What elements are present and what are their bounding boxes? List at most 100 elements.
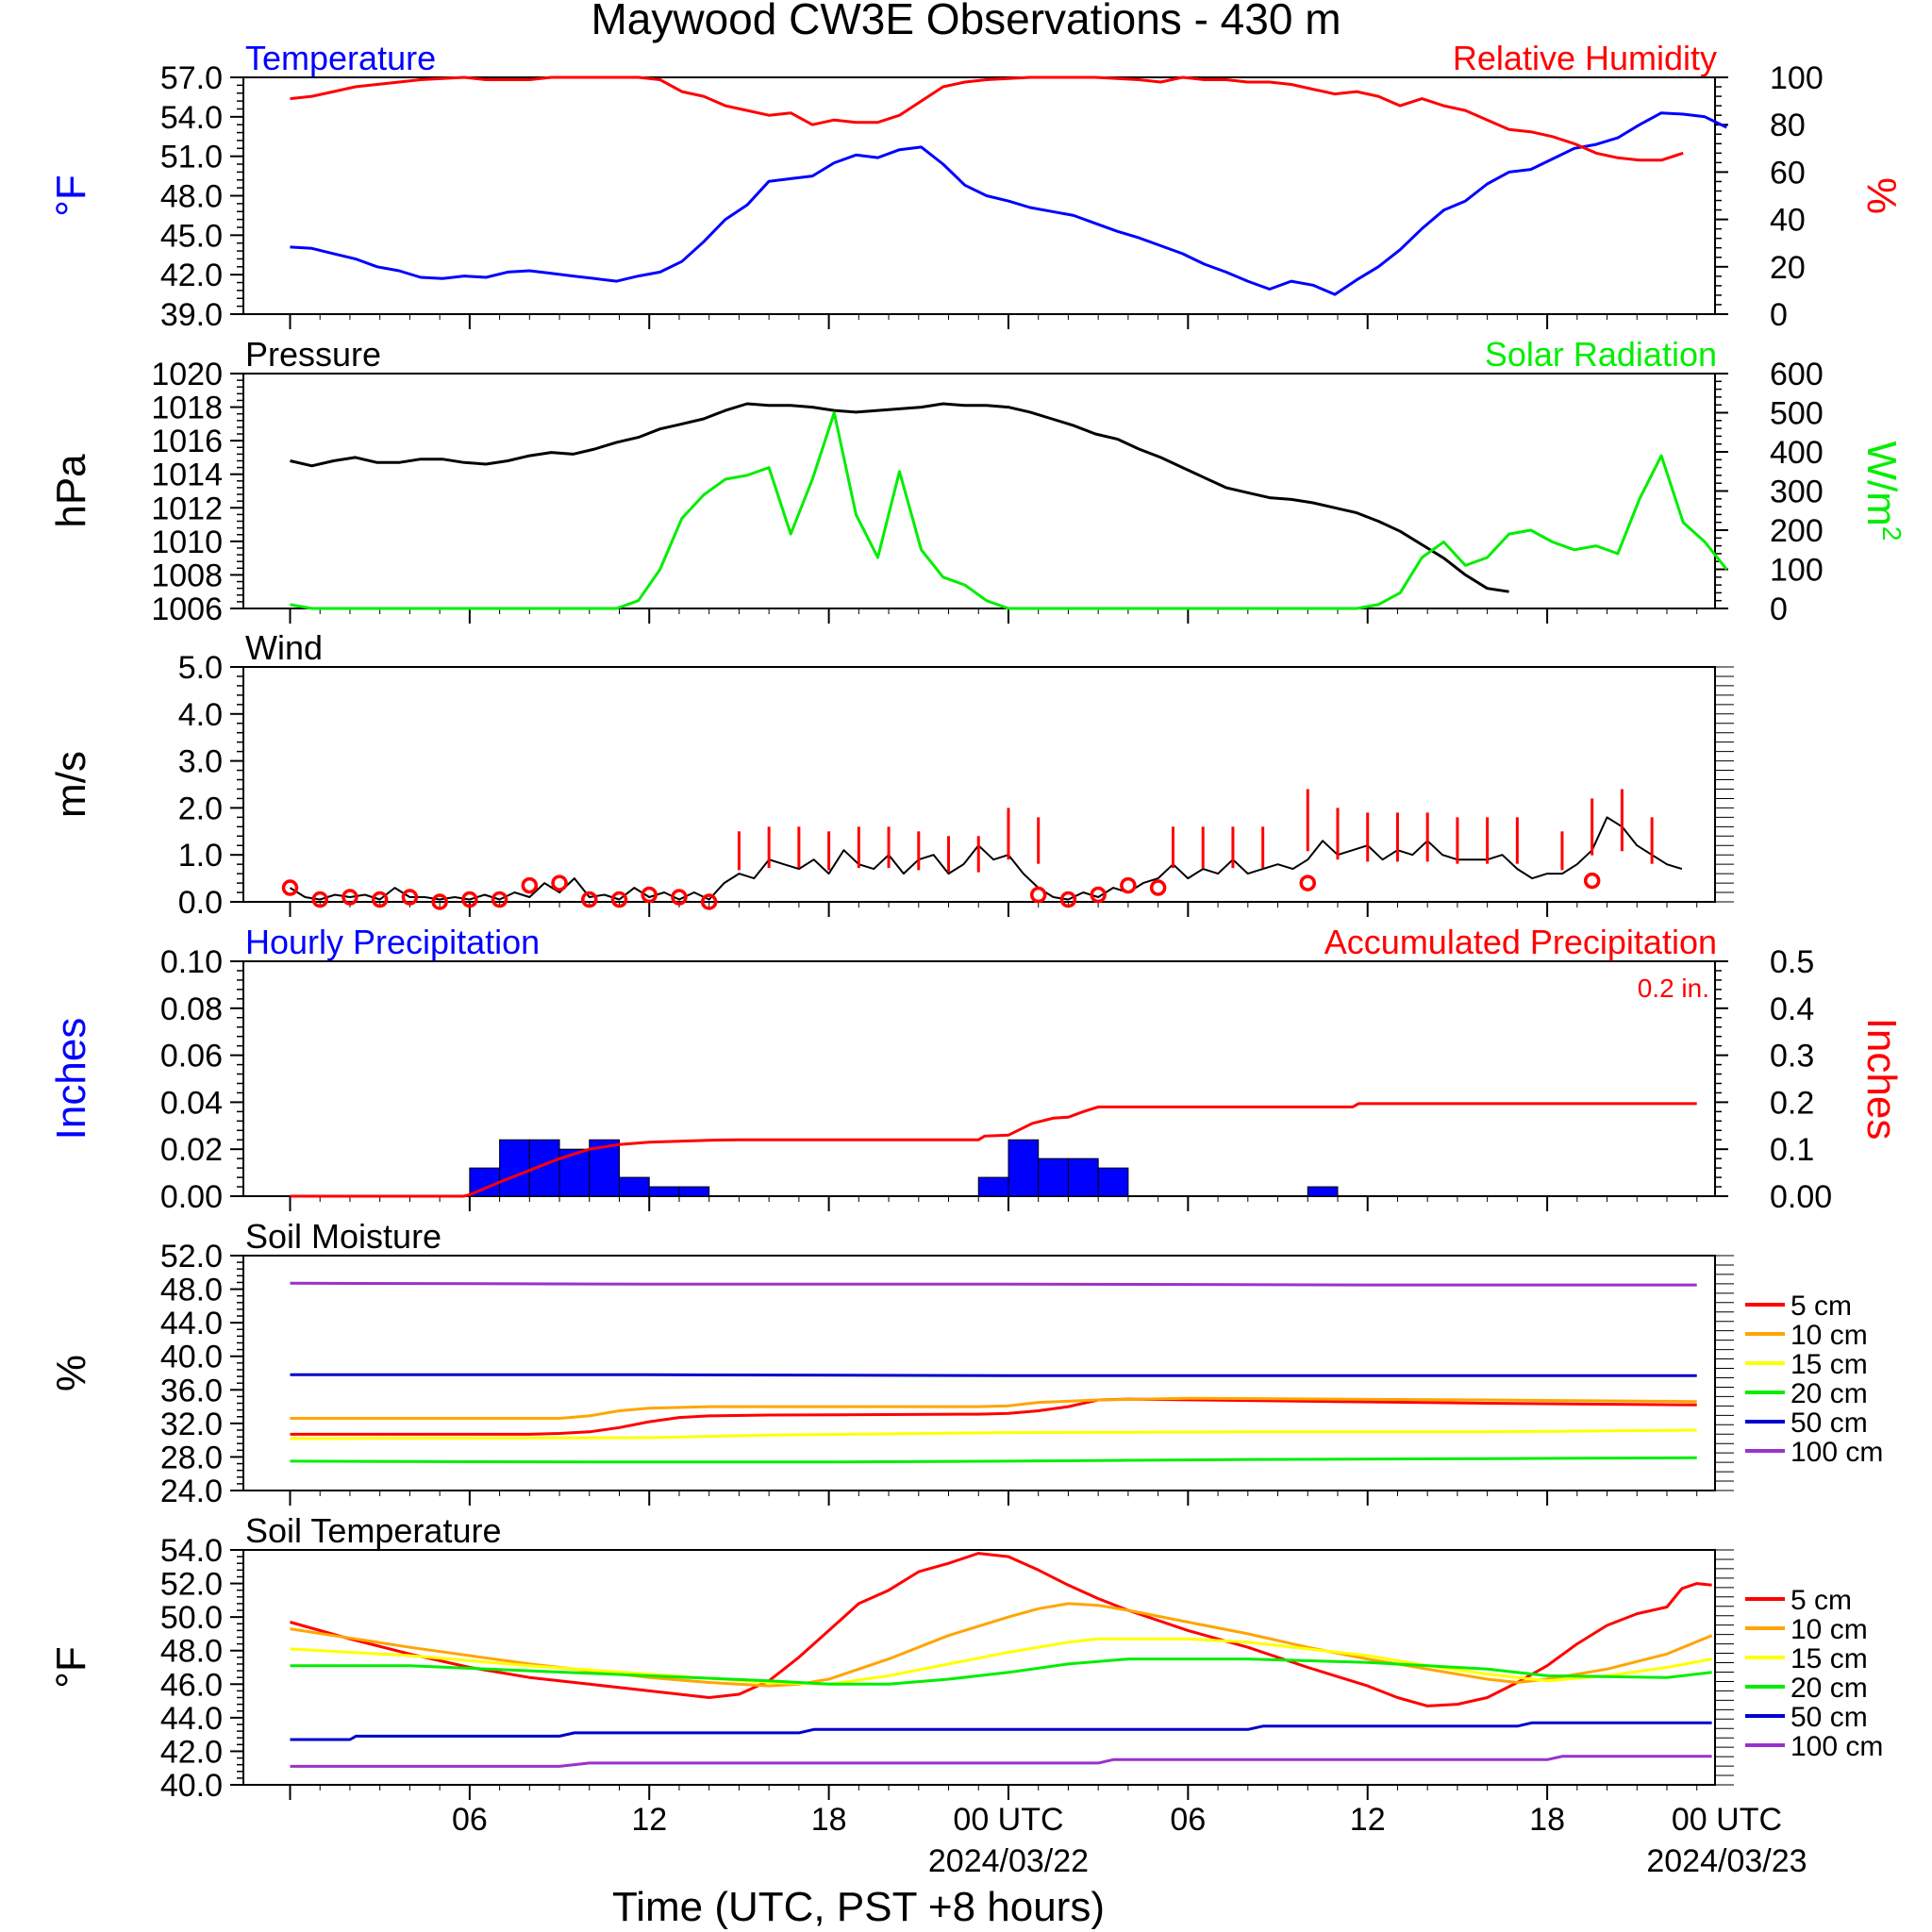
x-tick-label: 18 bbox=[811, 1802, 847, 1838]
legend-label: 20 cm bbox=[1790, 1378, 1868, 1409]
series-line-100-cm bbox=[290, 1755, 1712, 1768]
calm-wind-marker bbox=[341, 889, 358, 906]
panel-left-title: Soil Moisture bbox=[245, 1217, 441, 1256]
x-tick-label: 12 bbox=[631, 1802, 667, 1838]
left-tick-label: 50.0 bbox=[160, 1600, 223, 1636]
calm-wind-marker bbox=[581, 891, 598, 908]
calm-wind-marker bbox=[311, 891, 328, 908]
left-y-label: °F bbox=[48, 1646, 94, 1688]
right-tick-label: 20 bbox=[1770, 250, 1806, 286]
left-y-label: hPa bbox=[48, 454, 94, 528]
right-tick-label: 80 bbox=[1770, 108, 1806, 143]
panel-soil_moisture: 24.028.032.036.040.044.048.052.0 Soil Moi… bbox=[48, 1217, 1883, 1509]
series-line-10-cm bbox=[290, 1602, 1713, 1688]
legend-label: 50 cm bbox=[1790, 1702, 1868, 1733]
plot-frame bbox=[242, 1255, 1716, 1491]
x-tick-label: 00 UTC bbox=[1672, 1802, 1782, 1838]
right-y-label: W/m2 bbox=[1858, 441, 1907, 541]
right-tick-label: 0.2 bbox=[1770, 1085, 1814, 1121]
legend-label: 10 cm bbox=[1790, 1320, 1868, 1351]
panel-temp_rh: 39.0 42.0 45.048.0 51.0 54.0 57.0 0 20 40 60 80 100… bbox=[48, 39, 1905, 333]
x-date-label: 2024/03/22 bbox=[928, 1843, 1089, 1879]
series-line-100-cm bbox=[290, 1281, 1697, 1287]
calm-wind-marker bbox=[431, 893, 448, 910]
right-tick-label: 0 bbox=[1770, 591, 1788, 627]
chart-panels: 39.042.045.048.051.054.057.0020406080100… bbox=[48, 39, 1907, 1879]
calm-wind-marker bbox=[1059, 891, 1077, 908]
right-tick-label: 0.00 bbox=[1770, 1179, 1832, 1215]
series-line-15-cm bbox=[290, 1428, 1697, 1441]
left-y-label: m/s bbox=[48, 751, 94, 818]
hourly-precip-bar bbox=[1097, 1167, 1129, 1197]
calm-wind-marker bbox=[371, 891, 389, 908]
left-tick-label: 1010 bbox=[151, 525, 223, 560]
left-tick-label: 1012 bbox=[151, 491, 223, 526]
panel-right-title: Solar Radiation bbox=[1485, 335, 1717, 374]
legend-label: 15 cm bbox=[1790, 1349, 1868, 1380]
left-tick-label: 1.0 bbox=[178, 838, 223, 874]
right-tick-label: 100 bbox=[1770, 60, 1824, 96]
panel-left-title: Pressure bbox=[245, 335, 381, 374]
left-tick-label: 4.0 bbox=[178, 697, 223, 733]
calm-wind-marker bbox=[1090, 886, 1107, 904]
series-line-5-cm bbox=[290, 1552, 1712, 1707]
left-y-label: Inches bbox=[48, 1018, 94, 1141]
hourly-precip-bar bbox=[1067, 1158, 1099, 1197]
x-tick-label: 12 bbox=[1350, 1802, 1386, 1838]
plot-frame bbox=[242, 666, 1716, 903]
left-tick-label: 51.0 bbox=[160, 140, 223, 175]
left-tick-label: 45.0 bbox=[160, 218, 223, 254]
left-tick-label: 1018 bbox=[151, 391, 223, 426]
left-tick-label: 1008 bbox=[151, 558, 223, 593]
calm-wind-marker bbox=[1583, 872, 1601, 890]
calm-wind-marker bbox=[521, 876, 539, 894]
left-tick-label: 0.08 bbox=[160, 991, 223, 1027]
right-tick-label: 600 bbox=[1770, 357, 1824, 392]
left-tick-label: 0.10 bbox=[160, 944, 223, 980]
x-tick-label: 06 bbox=[452, 1802, 488, 1838]
left-tick-label: 44.0 bbox=[160, 1306, 223, 1341]
series-line-right bbox=[290, 75, 1684, 162]
series-line-right bbox=[290, 411, 1728, 610]
hourly-precip-bar bbox=[977, 1176, 1009, 1197]
calm-wind-marker bbox=[1120, 876, 1137, 894]
left-tick-label: 46.0 bbox=[160, 1667, 223, 1703]
hourly-precip-bar bbox=[648, 1186, 680, 1197]
series-line-10-cm bbox=[290, 1396, 1697, 1420]
left-tick-label: 42.0 bbox=[160, 1734, 223, 1770]
x-tick-label: 18 bbox=[1529, 1802, 1565, 1838]
series-line-left bbox=[290, 111, 1727, 296]
left-tick-label: 3.0 bbox=[178, 744, 223, 780]
left-tick-label: 36.0 bbox=[160, 1373, 223, 1408]
calm-wind-marker bbox=[700, 893, 718, 910]
chart-title: Maywood CW3E Observations - 430 m bbox=[591, 0, 1341, 43]
panel-wind: 0.0 1.0 2.0 3.0 4.0 5.0 Wind m/s bbox=[48, 628, 1734, 921]
left-tick-label: 57.0 bbox=[160, 60, 223, 96]
left-tick-label: 0.00 bbox=[160, 1179, 223, 1215]
hourly-precip-bar bbox=[619, 1176, 650, 1197]
left-tick-label: 24.0 bbox=[160, 1474, 223, 1509]
legend-label: 10 cm bbox=[1790, 1614, 1868, 1645]
calm-wind-marker bbox=[1029, 886, 1047, 904]
x-tick-label: 06 bbox=[1170, 1802, 1206, 1838]
right-tick-label: 100 bbox=[1770, 553, 1824, 589]
series-line-20-cm bbox=[290, 1657, 1712, 1686]
left-tick-label: 0.0 bbox=[178, 885, 223, 921]
series-line-50-cm bbox=[290, 1721, 1712, 1741]
left-tick-label: 1014 bbox=[151, 458, 223, 493]
series-line-left bbox=[289, 816, 1683, 901]
calm-wind-marker bbox=[1299, 874, 1317, 891]
right-tick-label: 0.1 bbox=[1770, 1132, 1814, 1168]
right-tick-label: 0 bbox=[1770, 297, 1788, 333]
legend-label: 100 cm bbox=[1790, 1437, 1883, 1468]
calm-wind-marker bbox=[401, 889, 419, 906]
left-tick-label: 48.0 bbox=[160, 1273, 223, 1308]
left-tick-label: 40.0 bbox=[160, 1768, 223, 1804]
left-tick-label: 54.0 bbox=[160, 1533, 223, 1569]
right-tick-label: 0.5 bbox=[1770, 944, 1814, 980]
left-tick-label: 0.02 bbox=[160, 1132, 223, 1168]
hourly-precip-bar bbox=[1008, 1139, 1040, 1197]
calm-wind-marker bbox=[491, 891, 508, 908]
plot-frame bbox=[242, 1549, 1716, 1786]
